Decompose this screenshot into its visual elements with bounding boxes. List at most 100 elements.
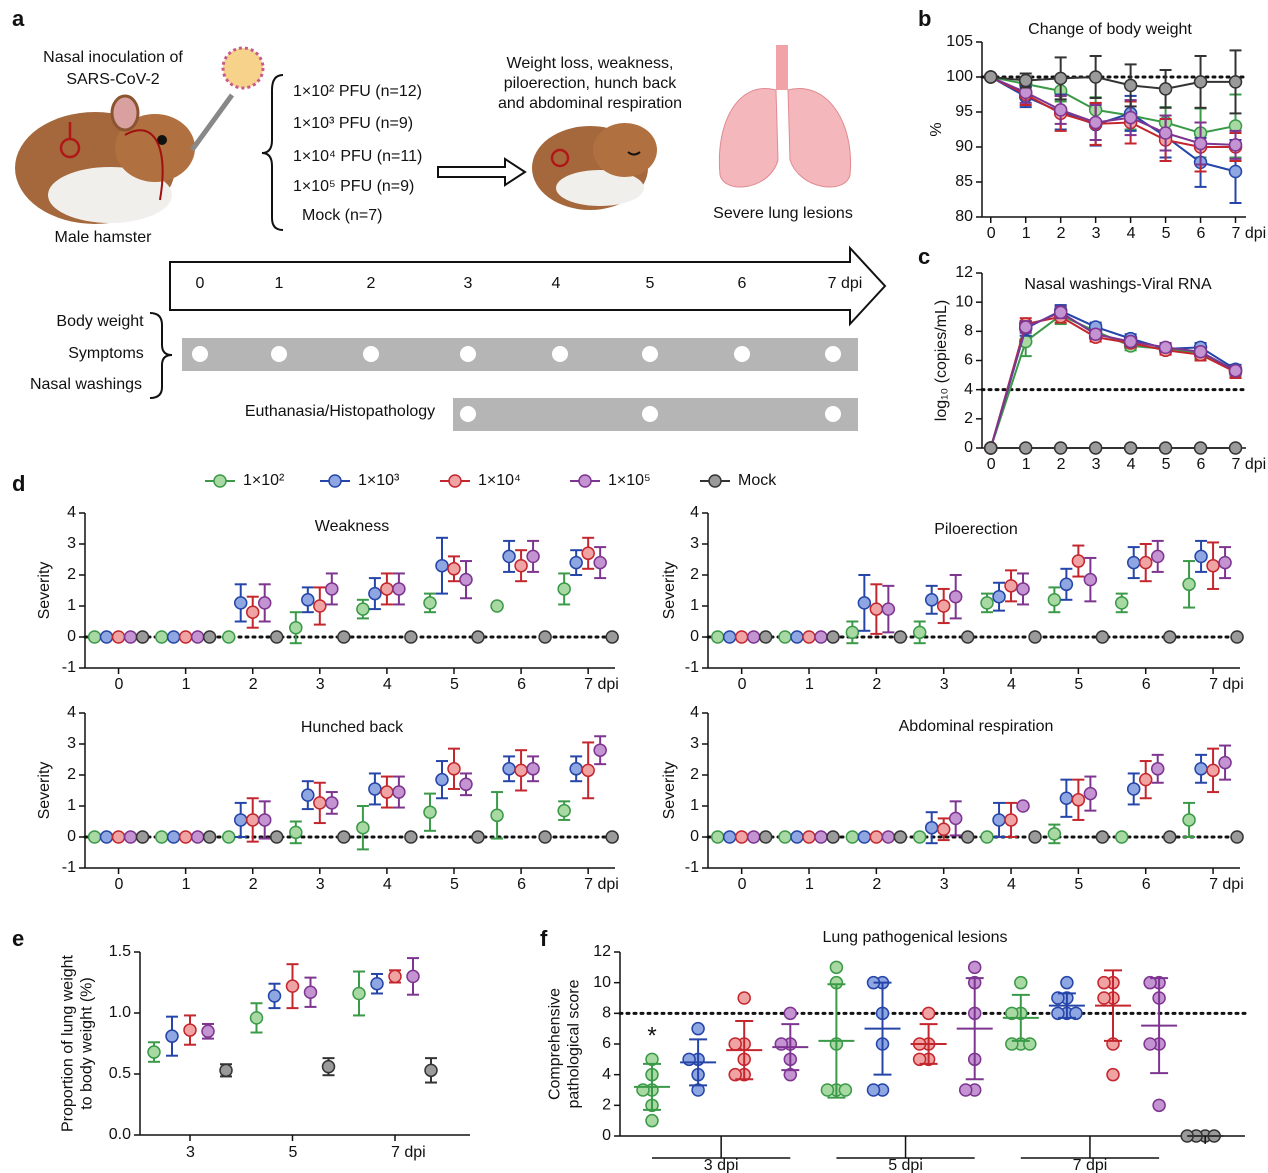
data-point (682, 1052, 696, 1067)
sample-label: Body weight (56, 313, 144, 330)
data-point (912, 830, 927, 844)
x-tick-label: 6 (517, 876, 526, 893)
data-point (912, 625, 927, 640)
data-point (845, 625, 860, 640)
data-point (459, 572, 473, 587)
data-point (380, 785, 394, 799)
data-point (1088, 327, 1103, 341)
hamster2-eye (627, 151, 641, 156)
timeline-label: 2 (367, 275, 376, 292)
data-point (388, 969, 402, 984)
data-point (303, 985, 318, 1000)
y-tick-label: 4 (690, 704, 699, 721)
chart-title: Nasal washings-Viral RNA (1024, 276, 1212, 293)
y-tick-label: 3 (690, 535, 699, 552)
data-point (1126, 555, 1141, 570)
data-point (111, 630, 126, 644)
x-tick-label: 0 (738, 676, 747, 693)
data-point (581, 546, 595, 561)
x-tick-label: 2 (1057, 225, 1066, 242)
data-point (893, 830, 908, 844)
data-point (301, 593, 315, 607)
data-point (1158, 441, 1173, 455)
data-point (406, 969, 420, 984)
data-point (99, 630, 114, 644)
y-tick-label: 2 (602, 1097, 611, 1114)
chart-title: Abdominal respiration (899, 718, 1054, 735)
data-point (1095, 630, 1110, 644)
data-point (1005, 1037, 1019, 1051)
data-point (1193, 136, 1208, 151)
data-point (980, 596, 994, 610)
data-point (992, 813, 1006, 827)
y-tick-label: -1 (685, 659, 699, 676)
y-axis-label: Severity (661, 762, 678, 820)
data-point (1182, 577, 1196, 592)
x-tick-label: 3 (316, 676, 325, 693)
data-point (538, 630, 552, 644)
y-tick-label: 4 (602, 1066, 611, 1083)
y-axis-label: to body weight (%) (79, 977, 96, 1110)
x-tick-label: 1 (1022, 456, 1031, 473)
data-point (301, 788, 315, 802)
chart-title: Lung pathogenical lesions (822, 929, 1007, 946)
y-tick-label: 1 (690, 597, 699, 614)
data-point (881, 830, 896, 844)
data-point (123, 830, 138, 844)
legend-label: 1×10³ (358, 472, 400, 489)
data-point (154, 830, 169, 844)
timeline-label: 4 (552, 275, 561, 292)
group-label: 3 dpi (704, 1157, 739, 1173)
data-point (1114, 596, 1129, 610)
x-tick-label: 7 dpi (584, 676, 619, 693)
x-tick-label: 1 (1022, 225, 1031, 242)
y-tick-label: 8 (964, 323, 973, 340)
data-point (459, 777, 473, 792)
x-tick-label: 4 (1007, 876, 1016, 893)
y-tick-label: 0 (67, 628, 76, 645)
sample-label: Symptoms (68, 345, 144, 362)
timeline-dot (192, 346, 208, 362)
data-point (1083, 572, 1098, 587)
data-point (423, 596, 437, 610)
data-point (233, 813, 248, 827)
data-point (1097, 991, 1111, 1005)
timeline-dot (734, 346, 750, 362)
data-point (1047, 593, 1062, 607)
data-point (1018, 320, 1033, 334)
data-point (289, 825, 303, 840)
data-point (636, 1083, 650, 1097)
data-point (1143, 975, 1157, 990)
data-point (1088, 70, 1103, 84)
data-point (569, 555, 583, 570)
data-point (321, 1059, 336, 1074)
y-axis-label: Comprehensive (547, 988, 564, 1100)
y-tick-label: 90 (955, 138, 973, 155)
data-point (1059, 577, 1074, 592)
data-point (404, 830, 418, 844)
y-axis-label: pathological score (566, 979, 583, 1108)
data-point (728, 1067, 742, 1082)
panel-label: a (12, 6, 25, 31)
data-point (221, 630, 236, 644)
data-point (267, 989, 282, 1003)
data-point (1023, 1037, 1037, 1051)
data-point (123, 630, 138, 644)
data-point (166, 830, 181, 844)
data-point (593, 555, 607, 570)
data-point (526, 762, 540, 776)
data-point (166, 630, 181, 644)
data-point (380, 582, 394, 596)
timeline-label: 1 (275, 275, 284, 292)
data-point (289, 620, 303, 635)
diagram-text: SARS-CoV-2 (66, 71, 159, 88)
data-point (924, 820, 939, 835)
data-point (734, 830, 749, 844)
data-point (737, 991, 751, 1005)
data-point (1053, 441, 1068, 455)
x-tick-label: 6 (1197, 225, 1206, 242)
brace (261, 74, 284, 231)
data-point (111, 830, 126, 844)
x-tick-label: 3 (940, 876, 949, 893)
data-point (1005, 1006, 1019, 1021)
